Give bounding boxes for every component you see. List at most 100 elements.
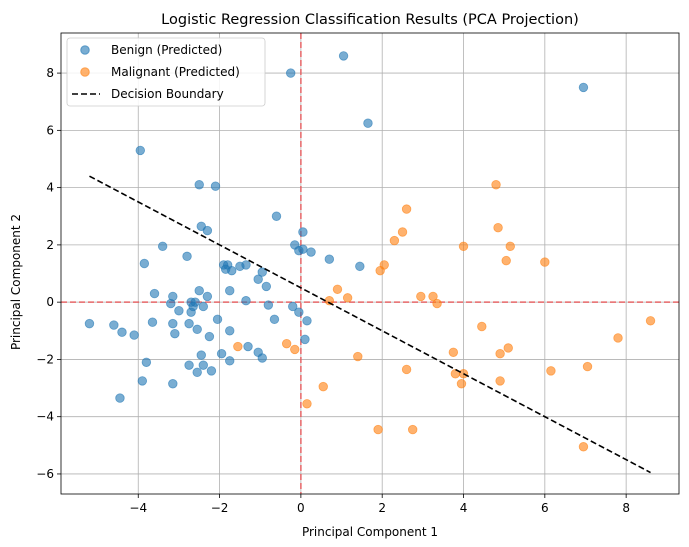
- data-point: [192, 367, 202, 378]
- legend-benign-marker: [80, 45, 90, 55]
- data-point: [379, 260, 389, 270]
- data-point: [271, 211, 282, 221]
- data-point: [546, 366, 556, 376]
- data-point: [202, 291, 213, 302]
- data-point: [174, 306, 184, 316]
- data-point: [401, 204, 412, 214]
- legend-benign-label: Benign (Predicted): [111, 43, 222, 57]
- data-point: [184, 360, 194, 370]
- x-tick-label: 0: [297, 501, 305, 515]
- data-point: [186, 307, 196, 317]
- data-point: [241, 260, 251, 270]
- data-point: [257, 353, 267, 363]
- data-point: [196, 350, 206, 360]
- data-point: [212, 314, 223, 325]
- y-axis-ticks: −6 −4 −2 0 2 4 6 8: [36, 66, 61, 481]
- data-point: [503, 343, 513, 353]
- data-point: [243, 341, 253, 352]
- data-point: [342, 293, 353, 303]
- data-point: [318, 381, 328, 392]
- data-point: [137, 376, 148, 386]
- data-point: [196, 221, 206, 231]
- data-point: [324, 254, 335, 264]
- data-point: [147, 317, 158, 327]
- data-point: [253, 274, 263, 284]
- data-point: [194, 286, 204, 296]
- legend: Benign (Predicted) Malignant (Predicted) D…: [66, 37, 266, 107]
- data-point: [495, 348, 505, 359]
- data-point: [182, 251, 192, 262]
- data-point: [269, 314, 280, 325]
- data-point: [578, 82, 589, 93]
- data-point: [261, 281, 272, 292]
- data-point: [257, 267, 267, 277]
- data-point: [401, 364, 412, 375]
- x-tick-label: 4: [460, 501, 468, 515]
- data-point: [204, 331, 215, 342]
- data-point: [109, 320, 119, 330]
- x-tick-label: −2: [211, 501, 229, 515]
- data-point: [117, 327, 127, 337]
- data-point: [225, 356, 235, 366]
- data-point: [216, 348, 227, 359]
- data-point: [206, 366, 217, 376]
- data-point: [428, 291, 438, 302]
- data-point: [141, 357, 152, 367]
- data-point: [263, 300, 274, 310]
- x-axis-ticks: −4 −2 0 2 4 6 8: [129, 494, 630, 515]
- data-point: [290, 344, 300, 355]
- data-point: [149, 288, 160, 299]
- y-tick-label: −2: [36, 352, 54, 366]
- data-point: [84, 318, 95, 329]
- data-point: [168, 318, 178, 329]
- data-point: [432, 298, 442, 309]
- y-tick-label: 8: [46, 66, 54, 80]
- data-point: [491, 180, 501, 190]
- data-point: [194, 180, 204, 190]
- legend-boundary-label: Decision Boundary: [111, 87, 224, 101]
- decision-boundary: [89, 175, 651, 474]
- data-point: [477, 321, 487, 332]
- data-point: [192, 324, 202, 335]
- data-point: [613, 333, 623, 343]
- data-point: [416, 291, 426, 302]
- data-point: [332, 284, 343, 294]
- data-point: [210, 181, 221, 191]
- legend-box: [66, 37, 266, 107]
- decision-boundary-line: [89, 175, 651, 474]
- data-point: [373, 424, 383, 435]
- data-point: [157, 241, 168, 252]
- y-tick-label: 6: [46, 123, 54, 137]
- x-tick-label: 8: [622, 501, 630, 515]
- data-point: [225, 326, 235, 336]
- data-point: [241, 296, 251, 306]
- data-point: [458, 241, 469, 252]
- data-point: [227, 265, 237, 276]
- x-tick-label: −4: [129, 501, 147, 515]
- data-point: [281, 338, 292, 349]
- data-point: [168, 379, 178, 389]
- data-point: [505, 241, 515, 252]
- data-point: [456, 379, 467, 389]
- data-point: [540, 257, 550, 267]
- data-point: [184, 318, 194, 329]
- data-point: [286, 68, 296, 78]
- y-tick-label: −4: [36, 410, 54, 424]
- reference-lines: [61, 33, 679, 494]
- data-point: [135, 145, 145, 156]
- data-point: [407, 424, 418, 435]
- x-axis-label: Principal Component 1: [302, 525, 438, 539]
- x-tick-label: 6: [541, 501, 549, 515]
- data-point: [302, 316, 312, 326]
- plot-frame: [60, 32, 680, 495]
- data-point: [338, 51, 349, 61]
- data-point: [495, 376, 505, 386]
- data-point: [300, 334, 310, 345]
- y-tick-label: 2: [46, 238, 54, 252]
- data-point: [645, 316, 656, 326]
- data-point: [306, 247, 316, 257]
- malignant-series: [233, 180, 656, 452]
- data-point: [198, 301, 209, 312]
- data-point: [288, 301, 298, 312]
